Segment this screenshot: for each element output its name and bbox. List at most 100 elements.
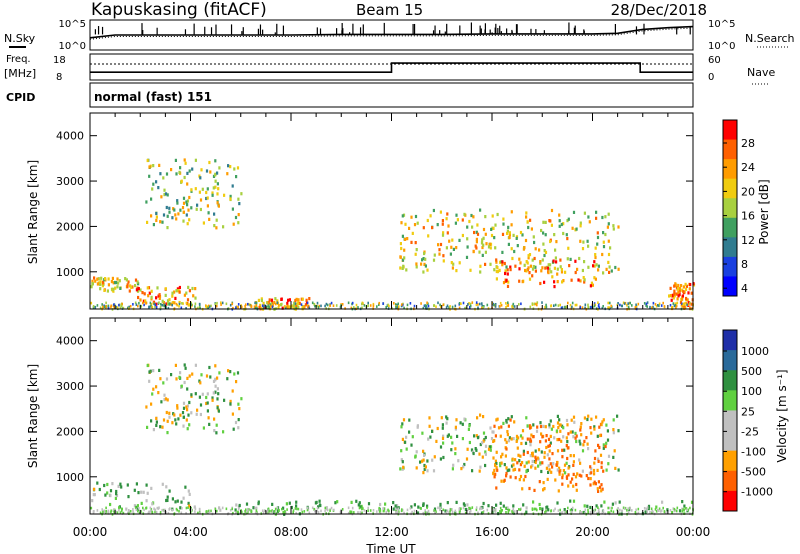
velocity-colorbar-segment <box>723 430 737 452</box>
range-gate-cell <box>168 489 171 493</box>
range-gate-cell <box>212 379 216 383</box>
range-gate-cell <box>608 270 611 274</box>
ground-scatter-cell <box>477 306 479 310</box>
range-gate-cell <box>592 468 596 473</box>
ground-scatter-cell <box>306 508 309 512</box>
range-gate-cell <box>595 210 598 214</box>
range-gate-cell <box>404 222 407 226</box>
range-gate-cell <box>144 299 147 303</box>
range-gate-cell <box>607 252 611 257</box>
range-gate-cell <box>128 289 131 293</box>
ground-scatter-cell <box>631 509 633 512</box>
range-gate-cell <box>499 434 502 438</box>
range-gate-cell <box>547 437 551 441</box>
range-gate-cell <box>519 230 523 235</box>
range-gate-cell <box>216 376 219 380</box>
ground-scatter-cell <box>116 511 119 514</box>
range-gate-cell <box>238 407 241 411</box>
range-gate-cell <box>504 438 507 442</box>
ground-scatter-cell <box>300 303 303 306</box>
ground-scatter-cell <box>682 303 684 306</box>
range-gate-cell <box>137 282 140 286</box>
range-gate-cell <box>515 235 519 239</box>
range-gate-cell <box>547 470 550 474</box>
range-gate-cell <box>155 180 158 184</box>
ground-scatter-cell <box>494 305 497 308</box>
range-gate-cell <box>684 282 687 286</box>
ground-scatter-cell <box>689 506 691 510</box>
ground-scatter-cell <box>361 302 363 306</box>
ground-scatter-cell <box>314 304 316 308</box>
ground-scatter-cell <box>132 508 134 511</box>
range-gate-cell <box>545 434 548 438</box>
ground-scatter-cell <box>468 302 470 305</box>
range-gate-cell <box>147 286 151 290</box>
ground-scatter-cell <box>244 304 246 308</box>
range-gate-cell <box>143 292 146 296</box>
ground-scatter-cell <box>303 510 306 513</box>
ground-scatter-cell <box>686 508 688 512</box>
range-gate-cell <box>148 165 151 169</box>
range-gate-cell <box>484 452 487 456</box>
ground-scatter-cell <box>267 302 270 306</box>
range-gate-cell <box>604 444 607 449</box>
ground-scatter-cell <box>150 508 153 511</box>
ground-scatter-cell <box>128 305 130 309</box>
range-gate-cell <box>489 448 492 452</box>
range-gate-cell <box>99 282 102 286</box>
range-gate-cell <box>544 266 547 270</box>
range-gate-cell <box>419 460 422 464</box>
range-gate-cell <box>531 258 534 262</box>
range-gate-cell <box>173 290 176 294</box>
ground-scatter-cell <box>649 305 651 309</box>
range-gate-cell <box>599 433 602 438</box>
range-gate-cell <box>525 461 528 465</box>
ground-scatter-cell <box>158 506 160 509</box>
range-gate-cell <box>528 486 531 491</box>
range-gate-cell <box>515 439 518 443</box>
ground-scatter-cell <box>134 301 137 305</box>
range-gate-cell <box>525 506 528 510</box>
range-gate-cell <box>530 433 533 437</box>
range-gate-cell <box>166 431 169 435</box>
range-gate-cell <box>502 504 505 508</box>
range-gate-cell <box>608 265 611 269</box>
range-gate-cell <box>402 418 406 422</box>
range-gate-cell <box>171 421 174 425</box>
ground-scatter-cell <box>567 301 569 305</box>
ground-scatter-cell <box>627 302 629 305</box>
range-gate-cell <box>196 408 199 412</box>
range-gate-cell <box>571 477 574 481</box>
range-gate-cell <box>135 288 138 292</box>
ground-scatter-cell <box>325 302 328 306</box>
range-gate-cell <box>522 449 525 453</box>
range-gate-cell <box>671 293 674 297</box>
range-gate-cell <box>449 252 452 256</box>
range-gate-cell <box>165 485 168 489</box>
range-gate-cell <box>162 301 165 305</box>
ground-scatter-cell <box>185 512 187 515</box>
range-gate-cell <box>179 208 182 212</box>
range-gate-cell <box>286 301 289 305</box>
ground-scatter-cell <box>658 304 660 308</box>
range-gate-cell <box>410 240 413 244</box>
range-gate-cell <box>597 268 600 272</box>
ground-scatter-cell <box>250 509 252 512</box>
range-gate-cell <box>233 372 236 376</box>
ground-scatter-cell <box>271 510 274 513</box>
range-gate-cell <box>446 501 449 505</box>
ground-scatter-cell <box>103 305 106 308</box>
range-gate-cell <box>417 505 420 509</box>
range-gate-cell <box>496 417 499 421</box>
range-gate-cell <box>482 236 485 240</box>
ground-scatter-cell <box>308 511 311 515</box>
range-gate-cell <box>174 500 177 504</box>
ground-scatter-cell <box>439 508 441 511</box>
power-colorbar-segment <box>723 159 737 180</box>
ground-scatter-cell <box>654 508 657 511</box>
range-gate-cell <box>177 212 180 216</box>
range-gate-cell <box>682 285 685 289</box>
range-gate-cell <box>585 474 588 478</box>
ground-scatter-cell <box>424 304 426 307</box>
range-gate-cell <box>229 194 232 198</box>
